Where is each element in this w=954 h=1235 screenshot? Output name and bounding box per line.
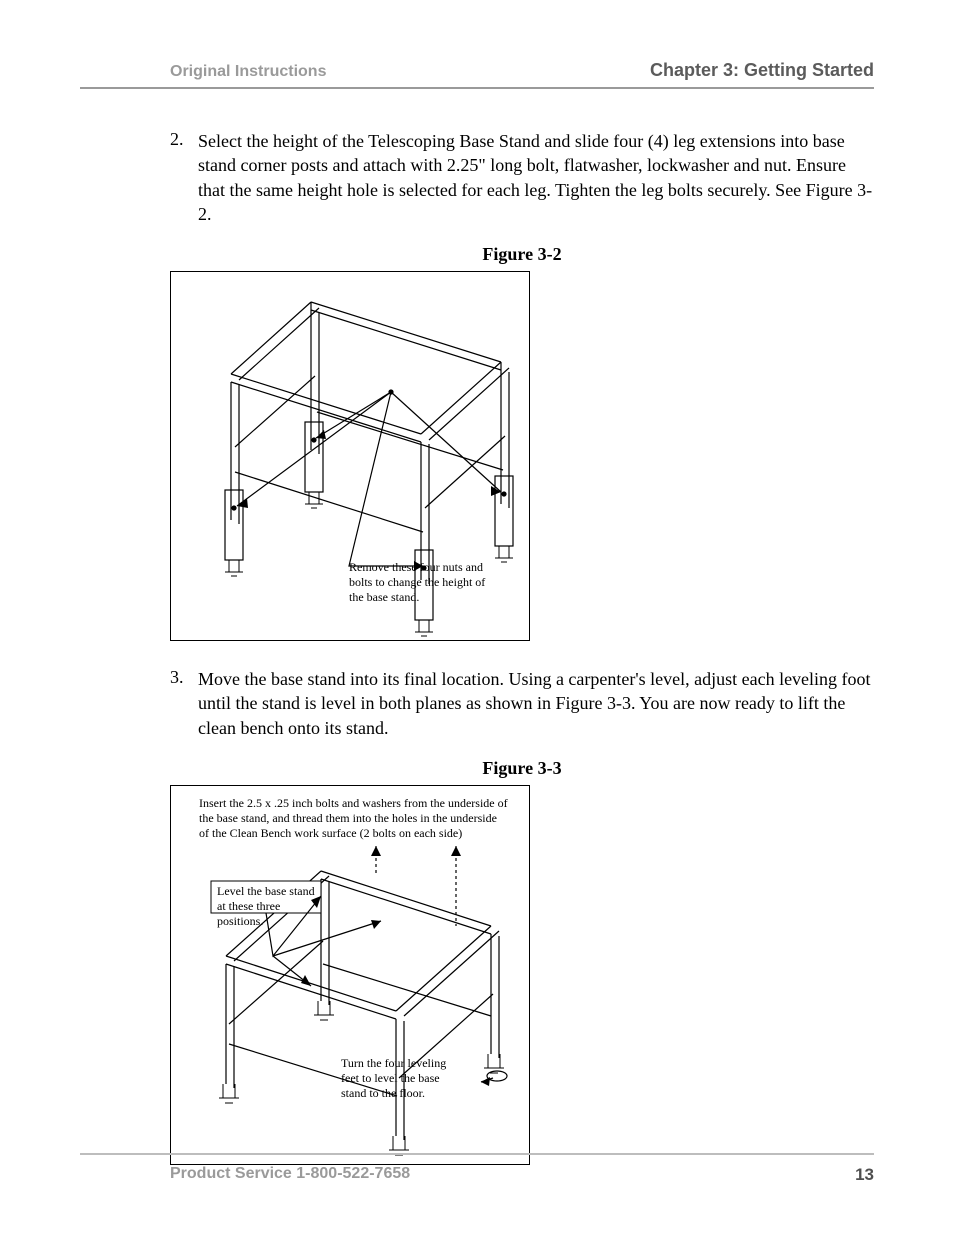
list-item: 2. Select the height of the Telescoping … (170, 129, 874, 226)
figure-annotation: Remove these four nuts and bolts to chan… (349, 560, 499, 605)
list-number: 2. (170, 129, 198, 226)
list-number: 3. (170, 667, 198, 740)
footer-rule (80, 1153, 874, 1155)
page: Original Instructions Chapter 3: Getting… (0, 0, 954, 1235)
base-stand-level-diagram-icon (171, 786, 531, 1166)
header-rule (80, 87, 874, 89)
figure-3-2: Remove these four nuts and bolts to chan… (170, 271, 530, 641)
header-left-text: Original Instructions (170, 63, 326, 81)
page-footer: Product Service 1-800-522-7658 13 (80, 1153, 874, 1185)
figure-3-3: Insert the 2.5 x .25 inch bolts and wash… (170, 785, 530, 1165)
page-number: 13 (855, 1165, 874, 1185)
figure-annotation-left: Level the base stand at these three posi… (217, 884, 317, 929)
figure-annotation-top: Insert the 2.5 x .25 inch bolts and wash… (199, 796, 509, 841)
list-text: Select the height of the Telescoping Bas… (198, 129, 874, 226)
list-text: Move the base stand into its final locat… (198, 667, 874, 740)
footer-row: Product Service 1-800-522-7658 13 (80, 1165, 874, 1185)
content-area: 2. Select the height of the Telescoping … (80, 129, 874, 1165)
figure-caption: Figure 3-2 (170, 244, 874, 265)
figure-caption: Figure 3-3 (170, 758, 874, 779)
header-right-text: Chapter 3: Getting Started (650, 60, 874, 81)
page-header: Original Instructions Chapter 3: Getting… (80, 60, 874, 81)
figure-annotation-right: Turn the four leveling feet to level the… (341, 1056, 461, 1101)
footer-left-text: Product Service 1-800-522-7658 (170, 1165, 410, 1185)
list-item: 3. Move the base stand into its final lo… (170, 667, 874, 740)
